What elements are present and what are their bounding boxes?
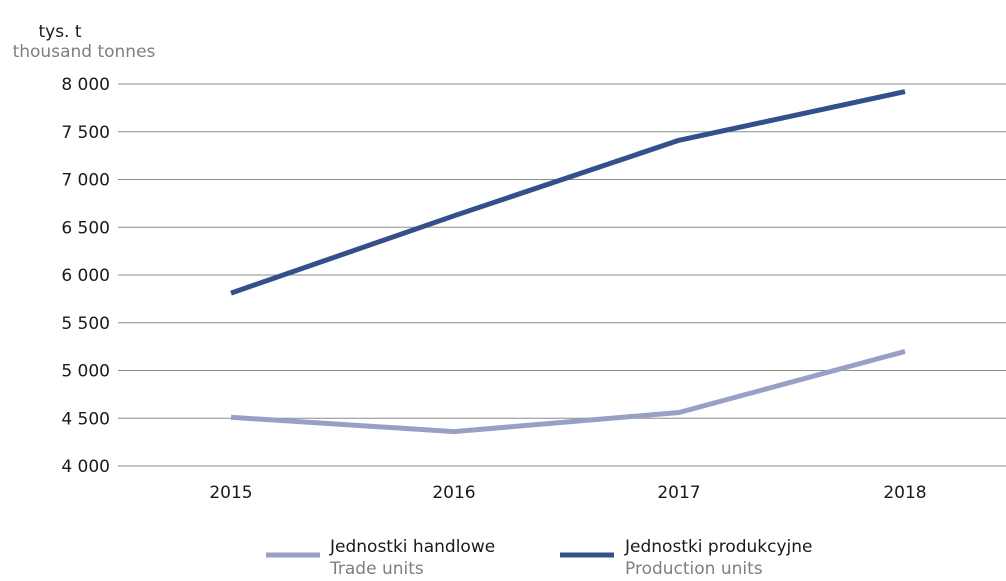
x-tick-label: 2018: [883, 483, 926, 503]
legend-label-trade-en: Trade units: [329, 559, 424, 577]
x-tick-label: 2015: [209, 483, 252, 503]
y-tick-label: 5 500: [61, 314, 110, 334]
legend: Jednostki handlowe Trade units Jednostki…: [266, 537, 813, 579]
y-tick-label: 4 500: [61, 409, 110, 429]
y-tick-label: 6 000: [61, 266, 110, 286]
y-tick-label: 8 000: [61, 75, 110, 95]
legend-label-production-pl: Jednostki produkcyjne: [624, 537, 813, 557]
y-unit-label-en: thousand tonnes: [13, 42, 156, 62]
y-tick-label: 7 000: [61, 171, 110, 191]
series-lines: [230, 89, 906, 435]
x-axis-ticks: 2015 2016 2017 2018: [209, 483, 926, 503]
y-axis-ticks: 4 000 4 500 5 000 5 500 6 000 6 500 7 000 7 500…: [61, 75, 110, 477]
legend-label-production-en: Production units: [625, 559, 763, 577]
x-tick-label: 2017: [657, 483, 700, 503]
y-unit-label-pl: tys. t: [38, 22, 81, 42]
legend-label-trade-pl: Jednostki handlowe: [329, 537, 495, 557]
series-line-production-units: [230, 89, 906, 296]
y-tick-label: 4 000: [61, 457, 110, 477]
y-tick-label: 5 000: [61, 362, 110, 382]
y-tick-label: 7 500: [61, 123, 110, 143]
series-line-trade-units: [230, 348, 906, 435]
grid-lines: [118, 83, 1006, 467]
x-tick-label: 2016: [432, 483, 475, 503]
y-tick-label: 6 500: [61, 218, 110, 238]
